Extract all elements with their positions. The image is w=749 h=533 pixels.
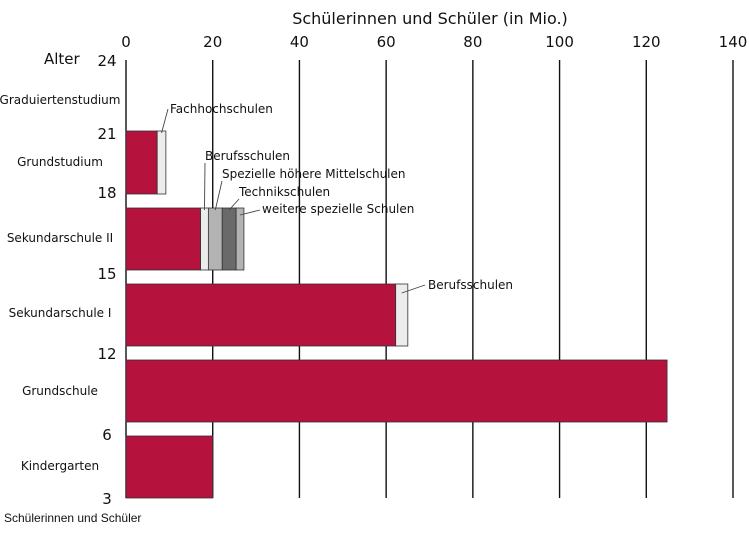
x-tick-label: 60 (377, 33, 396, 51)
annotation-leader (239, 209, 261, 216)
category-label: Sekundarschule II (7, 231, 113, 245)
bar-segment (235, 207, 245, 271)
category-label: Grundstudium (17, 155, 103, 169)
annotation-label: Spezielle höhere Mittelschulen (222, 167, 406, 181)
age-tick-label: 6 (102, 426, 112, 444)
annotation-label: Fachhochschulen (170, 102, 273, 116)
category-label: Grundschule (22, 384, 98, 398)
annotation-leader (204, 162, 206, 211)
bar-segment (125, 283, 397, 347)
category-label: Kindergarten (21, 459, 99, 473)
x-axis-title: Schülerinnen und Schüler (in Mio.) (292, 9, 568, 28)
annotation-leader (161, 108, 169, 134)
bar-segment (125, 207, 201, 271)
age-tick-label: 12 (97, 345, 116, 363)
annotation-label: Technikschulen (238, 185, 330, 199)
age-tick-label: 18 (97, 184, 116, 202)
annotation-label: weitere spezielle Schulen (262, 202, 414, 216)
annotation-label: Berufsschulen (428, 278, 513, 292)
bar-segment (221, 207, 237, 271)
category-label: Sekundarschule I (9, 306, 112, 320)
bar-segment (207, 207, 223, 271)
annotation-layer: Fachhochschulen Berufsschulen Spezielle hö… (161, 102, 513, 294)
bar-segment (125, 435, 214, 499)
x-tick-label: 20 (203, 33, 222, 51)
bar-segment (125, 130, 158, 195)
x-tick-label: 120 (632, 33, 661, 51)
caption: Schülerinnen und Schüler (4, 511, 142, 525)
age-tick-label: 3 (102, 490, 112, 508)
category-label: Graduiertenstudium (0, 93, 120, 107)
bar-segment (200, 207, 209, 271)
age-tick-label: 21 (97, 125, 116, 143)
bar-layer (125, 130, 668, 499)
bar-segment (156, 130, 167, 195)
age-tick-label: 24 (97, 52, 116, 70)
bar-segment (395, 283, 409, 347)
y-axis-title: Alter (44, 50, 81, 68)
x-tick-label: 80 (463, 33, 482, 51)
annotation-leader (401, 284, 426, 294)
x-tick-label: 40 (290, 33, 309, 51)
x-tick-label: 0 (121, 33, 131, 51)
annotation-leader (214, 180, 223, 211)
label-layer: Schülerinnen und Schüler (in Mio.) Alter… (0, 9, 747, 508)
bar-segment (125, 359, 668, 423)
annotation-label: Berufsschulen (205, 149, 290, 163)
grid-layer (125, 60, 734, 498)
x-tick-label: 100 (545, 33, 574, 51)
annotation-leader (228, 198, 240, 211)
age-tick-label: 15 (97, 265, 116, 283)
x-tick-label: 140 (719, 33, 748, 51)
